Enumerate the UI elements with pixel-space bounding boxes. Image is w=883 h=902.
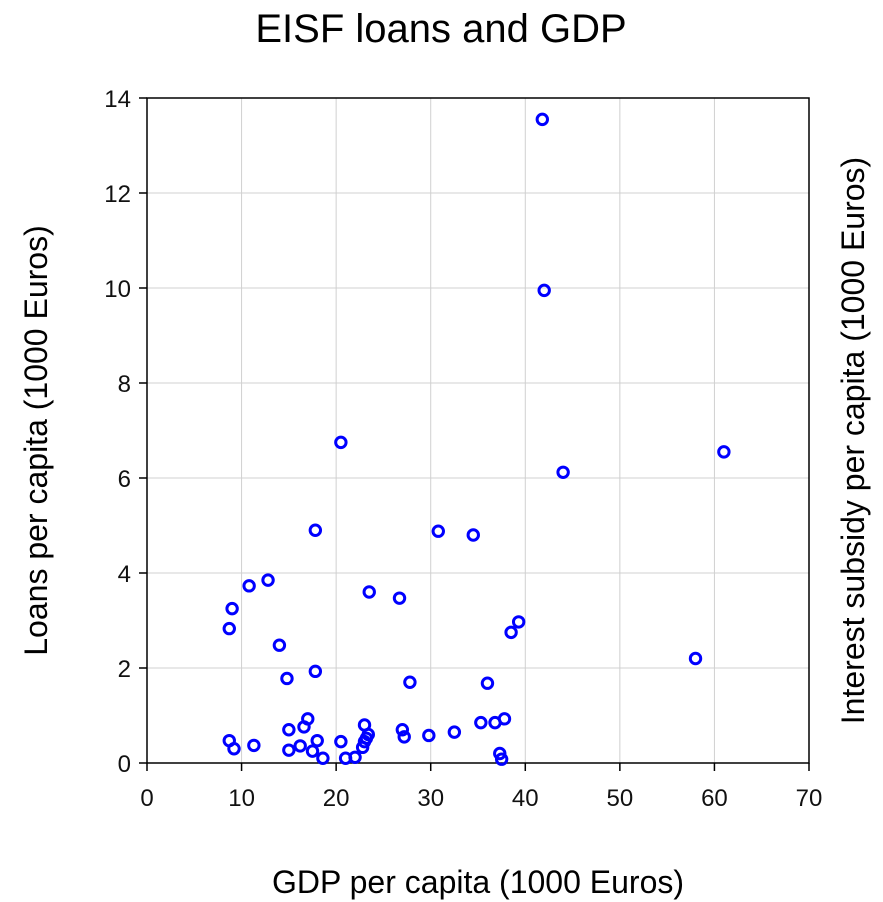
y-tick-label: 14	[104, 86, 131, 113]
scatter-point	[431, 524, 445, 538]
x-tick-label: 10	[228, 785, 255, 812]
x-tick-label: 40	[512, 785, 539, 812]
scatter-point	[717, 445, 731, 459]
y-tick-label: 0	[118, 751, 131, 778]
grid	[147, 98, 809, 763]
scatter-point	[480, 676, 495, 690]
scatter-point	[537, 283, 551, 298]
scatter-point	[225, 601, 239, 616]
scatter-point	[282, 743, 296, 757]
scatter-point	[362, 585, 376, 599]
scatter-point	[316, 751, 330, 765]
axis-ticks: 0 10 20 30 40 50 60 70 0 2 4 6 8 10 12 14	[104, 86, 822, 812]
y-tick-label: 4	[118, 561, 131, 588]
y-tick-label: 8	[118, 371, 131, 398]
scatter-point	[222, 621, 236, 636]
y-axis-title: Loans per capita (1000 Euros)	[18, 225, 54, 655]
scatter-point	[247, 738, 261, 753]
plot-area-frame	[146, 97, 810, 764]
x-tick-label: 0	[140, 785, 153, 812]
scatter-point	[334, 435, 348, 450]
scatter-point	[355, 740, 370, 755]
x-axis-title: GDP per capita (1000 Euros)	[272, 864, 684, 900]
x-tick-label: 50	[607, 785, 634, 812]
x-tick-label: 70	[796, 785, 823, 812]
scatter-point	[280, 671, 294, 686]
x-tick-label: 60	[701, 785, 728, 812]
scatter-point	[474, 715, 488, 730]
scatter-point	[422, 728, 436, 743]
scatter-point	[403, 675, 417, 689]
y-tick-label: 6	[118, 466, 131, 493]
scatter-point	[488, 715, 502, 730]
scatter-point	[466, 528, 480, 542]
scatter-point	[395, 723, 410, 737]
scatter-point	[310, 733, 324, 748]
scatter-point	[504, 625, 518, 640]
chart-title: EISF loans and GDP	[255, 7, 626, 51]
scatter-point	[282, 723, 296, 737]
scatter-point	[447, 725, 462, 739]
scatter-point	[227, 742, 241, 756]
scatter-point	[556, 465, 570, 479]
scatter-point	[397, 730, 411, 744]
scatter-point	[308, 523, 323, 537]
scatter-point	[242, 579, 256, 593]
scatter-point	[494, 752, 509, 766]
y-axis-right-title: Interest subsidy per capita (1000 Euros)	[835, 157, 871, 724]
scatter-point	[305, 744, 320, 758]
scatter-point	[392, 591, 407, 605]
y-tick-label: 12	[104, 181, 131, 208]
scatter-point	[535, 112, 550, 127]
y-tick-label: 10	[104, 276, 131, 303]
scatter-point	[338, 751, 353, 765]
x-tick-label: 20	[323, 785, 350, 812]
scatter-point	[261, 573, 275, 587]
scatter-point	[688, 651, 703, 666]
scatter-point	[308, 664, 323, 679]
scatter-point	[293, 739, 307, 753]
data-points	[222, 112, 731, 766]
scatter-point	[272, 638, 287, 652]
x-tick-label: 30	[417, 785, 444, 812]
scatter-point	[334, 734, 348, 749]
y-tick-label: 2	[118, 656, 131, 683]
scatter-point	[511, 615, 526, 629]
scatter-point	[297, 720, 311, 734]
